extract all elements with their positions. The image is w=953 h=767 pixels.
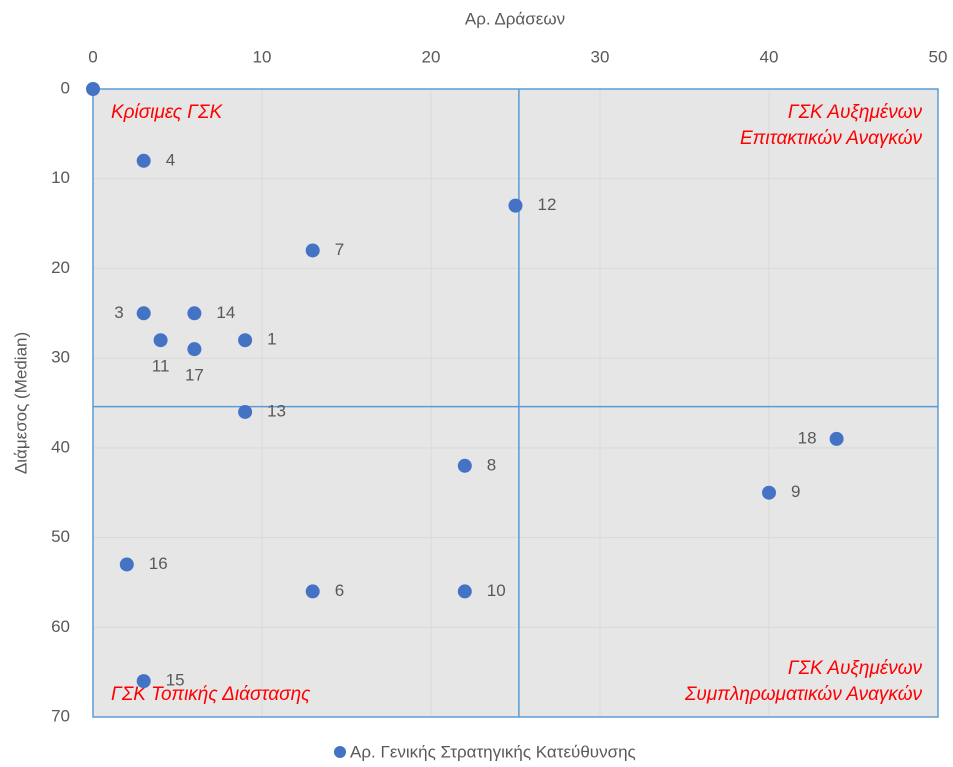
point-label: 13: [267, 401, 286, 420]
point-label: 15: [166, 671, 185, 690]
point-label: 18: [798, 428, 817, 447]
y-tick-label: 10: [51, 168, 70, 187]
point-label: 8: [487, 455, 496, 474]
point-label: 9: [791, 482, 800, 501]
quadrant-label: Συμπληρωματικών Αναγκών: [684, 684, 922, 705]
point-label: 7: [335, 240, 344, 259]
point-label: 6: [335, 581, 344, 600]
quadrant-label: ΓΣΚ Αυξημένων: [788, 102, 923, 123]
x-tick-label: 0: [88, 47, 97, 66]
point-label: 17: [185, 366, 204, 385]
point: [238, 333, 253, 348]
point-label: 16: [149, 554, 168, 573]
x-tick-label: 10: [253, 47, 272, 66]
point-label: 1: [267, 330, 276, 349]
point: [508, 198, 523, 213]
point-label: 4: [166, 150, 175, 169]
y-tick-label: 60: [51, 617, 70, 636]
point: [187, 342, 202, 357]
legend-marker: [334, 746, 346, 758]
point-label: 3: [114, 303, 123, 322]
point: [136, 306, 151, 321]
y-tick-label: 70: [51, 706, 70, 725]
x-axis-title: Αρ. Δράσεων: [465, 9, 565, 28]
x-tick-label: 30: [591, 47, 610, 66]
quadrant-label: Κρίσιμες ΓΣΚ: [111, 102, 223, 123]
point-label: 12: [538, 195, 557, 214]
point: [305, 243, 320, 258]
plot-area: [93, 89, 938, 717]
point: [762, 485, 776, 500]
y-tick-label: 0: [61, 78, 70, 97]
quadrant-label: Επιτακτικών Αναγκών: [740, 128, 922, 149]
point: [238, 404, 253, 419]
point: [153, 333, 168, 348]
point: [305, 584, 320, 599]
point-label: 10: [487, 581, 506, 600]
y-tick-label: 50: [51, 527, 70, 546]
legend-label: Αρ. Γενικής Στρατηγικής Κατεύθυνσης: [350, 742, 636, 761]
point: [457, 584, 472, 599]
point: [187, 306, 202, 321]
point: [136, 153, 151, 168]
y-axis-title: Διάμεσος (Median): [11, 332, 30, 474]
point: [829, 431, 844, 446]
y-tick-label: 20: [51, 258, 70, 277]
point: [457, 458, 472, 473]
quadrant-label: ΓΣΚ Τοπικής Διάστασης: [111, 684, 311, 705]
point: [86, 82, 100, 96]
point: [136, 674, 151, 689]
y-tick-label: 30: [51, 348, 70, 367]
point-label: 14: [216, 303, 235, 322]
point: [119, 557, 134, 572]
x-tick-label: 50: [929, 47, 948, 66]
y-tick-label: 40: [51, 437, 70, 456]
plot-border: [92, 88, 939, 718]
x-tick-label: 40: [760, 47, 779, 66]
x-tick-label: 20: [422, 47, 441, 66]
quadrant-label: ΓΣΚ Αυξημένων: [788, 658, 923, 679]
point-label: 11: [152, 357, 170, 376]
